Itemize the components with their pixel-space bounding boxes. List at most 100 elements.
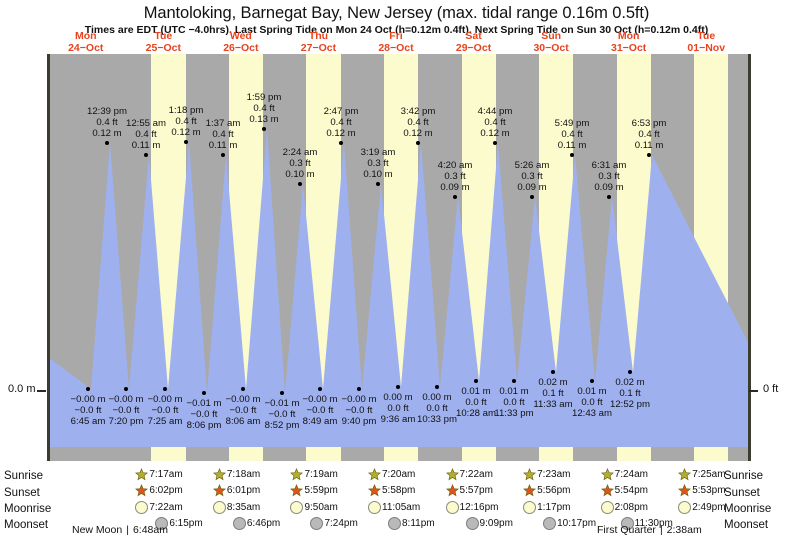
row-label-moonrise-right: Moonrise [724,503,772,515]
day-weekday: Wed [229,30,252,42]
sunset-star-icon [135,483,149,497]
day-weekday: Sun [541,30,562,42]
moonrise-entry-2: 9:50am [290,501,338,514]
page-title: Mantoloking, Barnegat Bay, New Jersey (m… [143,4,650,22]
sunset-star-icon [445,483,459,497]
sunset-time: 5:54pm [614,485,649,496]
day-date: 27−Oct [300,42,337,54]
sunset-time: 5:58pm [382,485,416,496]
day-header-3: Thu 27−Oct [273,30,363,54]
moonrise-icon [445,501,459,514]
moonset-icon [388,517,401,530]
sunrise-entry-1: 7:18am [212,467,260,481]
moonset-entry-4: 9:09pm [465,517,513,530]
moonset-entry-0: 6:15pm [155,517,203,530]
row-label-moonrise: Moonrise [4,503,52,515]
moonset-time: 6:46pm [246,518,281,529]
sunrise-time: 7:17am [149,469,183,480]
sunset-entry-7: 5:53pm [678,483,726,497]
day-date: 01−Nov [687,42,726,54]
day-weekday: Thu [308,30,329,42]
row-label-sunrise-right: Sunrise [724,470,763,482]
sunset-time: 6:01pm [226,485,261,496]
moon-phase-separator: | [126,524,129,536]
sunrise-time: 7:22am [459,469,493,480]
sunset-entry-1: 6:01pm [212,483,261,497]
moonrise-time: 8:35am [226,502,261,513]
sunrise-entry-3: 7:20am [367,467,416,481]
sunrise-star-icon [445,467,459,481]
moonset-icon [232,517,246,530]
moonrise-icon [678,501,692,514]
tide-chart-plot [47,54,751,454]
moonset-entry-1: 6:46pm [232,517,281,530]
moonrise-time: 11:05am [382,502,421,513]
moonset-time: 8:11pm [402,518,435,529]
moonrise-entry-4: 12:16pm [445,501,499,514]
moonset-entry-6: 11:30pm [620,517,673,530]
sunrise-star-icon [678,467,692,481]
moonrise-icon [212,501,226,514]
moonrise-time: 2:49pm [692,502,726,513]
day-weekday: Mon [617,30,640,42]
sunrise-entry-4: 7:22am [445,467,493,481]
bottom-daylight-band-4 [461,447,496,461]
moonrise-time: 12:16pm [459,502,499,513]
sunset-time: 6:02pm [149,485,183,496]
sunset-entry-2: 5:59pm [290,483,338,497]
sunset-time: 5:59pm [304,485,338,496]
moon-phase-1: First Quarter | 2:38am [597,524,702,536]
row-label-sunset-right: Sunset [724,487,760,499]
moonrise-entry-5: 1:17pm [523,501,570,514]
day-date: 28−Oct [378,42,414,54]
day-header-2: Wed 26−Oct [196,30,286,54]
sunset-entry-6: 5:54pm [600,483,649,497]
bottom-daylight-band-5 [539,447,574,461]
moonrise-entry-7: 2:49pm [678,501,726,514]
sunset-star-icon [678,483,692,497]
moonset-time: 11:30pm [634,518,673,529]
bottom-daylight-band-7 [694,447,729,461]
moon-phase-separator: | [659,524,663,536]
moon-phase-0: New Moon | 6:48am [72,524,168,536]
sunrise-entry-0: 7:17am [135,467,183,481]
moonset-time: 7:24pm [324,518,358,529]
bottom-daylight-band-6 [616,447,651,461]
day-header-0: Mon 24−Oct [41,30,131,54]
moonrise-time: 7:22am [149,502,183,513]
moonrise-icon [523,501,537,514]
day-weekday: Mon [74,30,97,42]
sunrise-time: 7:24am [614,469,649,480]
tide-curve [50,129,748,454]
axis-tick-right [749,390,758,392]
sunset-star-icon [600,483,614,497]
axis-tick-left [37,390,46,392]
axis-label-left: 0.0 m [8,383,36,395]
sunrise-star-icon [212,467,226,481]
sunrise-entry-6: 7:24am [600,467,649,481]
sunset-entry-3: 5:58pm [367,483,416,497]
day-date: 30−Oct [533,42,569,54]
day-date: 29−Oct [455,42,492,54]
moonrise-icon [135,501,149,514]
day-date: 26−Oct [223,42,259,54]
bottom-daylight-band-3 [383,447,419,461]
row-label-sunrise: Sunrise [4,470,43,482]
moon-phase-time: 2:38am [666,524,702,536]
sunset-star-icon [212,483,226,497]
moonset-icon [620,517,634,530]
sunset-star-icon [290,483,304,497]
sunrise-star-icon [523,467,537,481]
sunrise-time: 7:20am [382,469,416,480]
moonrise-entry-3: 11:05am [368,501,420,514]
moon-phase-name: First Quarter [597,524,656,536]
day-weekday: Tue [697,30,716,42]
day-header-7: Mon 31−Oct [584,30,674,54]
bottom-daylight-band-2 [306,447,341,461]
day-weekday: Tue [154,30,173,42]
day-header-4: Fri 28−Oct [351,30,441,54]
sunrise-entry-5: 7:23am [523,467,570,481]
moonrise-icon [600,501,614,514]
moonrise-time: 1:17pm [537,502,571,513]
moonset-entry-5: 10:17pm [543,517,596,530]
